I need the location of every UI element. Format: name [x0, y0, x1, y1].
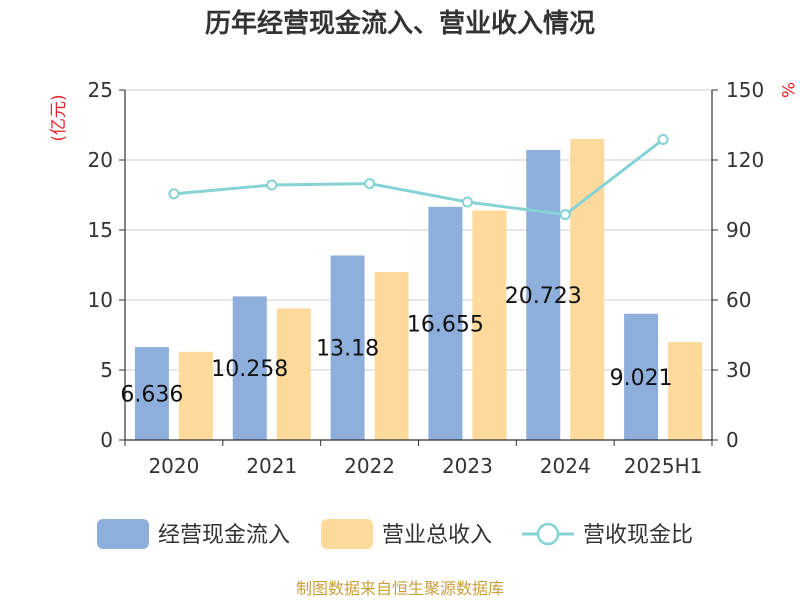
data-label: 6.636 [120, 383, 183, 408]
line-point [168, 188, 180, 200]
right-axis-tick-label: 60 [726, 288, 751, 312]
line-point [559, 209, 571, 221]
line-point [461, 196, 473, 208]
left-axis-unit: (亿元) [49, 94, 69, 141]
x-axis-tick-label: 2025H1 [624, 454, 703, 478]
x-axis-tick-label: 2020 [148, 454, 199, 478]
left-axis-tick-label: 25 [88, 78, 113, 102]
left-axis-tick-label: 10 [88, 288, 113, 312]
line-series [168, 133, 669, 221]
data-label: 13.18 [316, 337, 379, 362]
bar-cash-inflow [330, 255, 365, 440]
data-label: 16.655 [407, 312, 484, 337]
line-point [266, 179, 278, 191]
bar-cash-inflow [526, 149, 561, 441]
data-label: 20.723 [505, 284, 582, 309]
x-axis-tick-label: 2021 [246, 454, 297, 478]
bar-cash-inflow [428, 206, 463, 440]
right-axis-tick-label: 120 [726, 148, 764, 172]
legend-swatch-cash-inflow [97, 519, 149, 549]
bar-cash-inflow [134, 347, 169, 440]
source-note: 制图数据来自恒生聚源数据库 [296, 579, 504, 598]
left-axis-tick-label: 5 [100, 358, 113, 382]
right-axis-tick-label: 30 [726, 358, 751, 382]
bars [134, 139, 703, 441]
line-point [364, 178, 376, 190]
data-label: 9.021 [610, 366, 673, 391]
line-point [657, 133, 669, 145]
right-axis-tick-label: 90 [726, 218, 751, 242]
bar-revenue [374, 272, 409, 440]
bar-cash-inflow [232, 296, 267, 440]
bar-revenue [472, 210, 507, 440]
data-labels: 6.636 10.258 13.18 16.655 20.723 9.021 [120, 284, 672, 408]
right-axis-tick-label: 0 [726, 428, 739, 452]
legend-label: 经营现金流入 [158, 523, 290, 548]
left-axis-tick-label: 20 [88, 148, 113, 172]
x-axis-tick-label: 2024 [540, 454, 591, 478]
legend-label: 营业总收入 [382, 523, 492, 548]
right-axis-tick-label: 150 [726, 78, 764, 102]
left-axis-tick-label: 15 [88, 218, 113, 242]
bar-revenue [276, 308, 311, 440]
bar-revenue [668, 342, 703, 440]
gridlines [125, 89, 712, 371]
chart-title: 历年经营现金流入、营业收入情况 [205, 8, 595, 39]
legend: 经营现金流入 营业总收入 营收现金比 [97, 519, 693, 549]
legend-swatch-revenue [321, 519, 373, 549]
x-axis-tick-label: 2023 [442, 454, 493, 478]
legend-label: 营收现金比 [583, 523, 693, 548]
right-axis-unit: % [777, 82, 797, 98]
left-axis-tick-label: 0 [100, 428, 113, 452]
bar-cash-inflow [624, 313, 659, 440]
bar-revenue [178, 351, 213, 440]
line-path [173, 138, 664, 217]
data-label: 10.258 [211, 357, 288, 382]
axes: 0 5 10 15 20 25 0 30 60 90 120 150 2020 2021 2022 2023 2… [88, 78, 765, 478]
legend-swatch-ratio-marker [536, 522, 560, 546]
x-axis-tick-label: 2022 [344, 454, 395, 478]
